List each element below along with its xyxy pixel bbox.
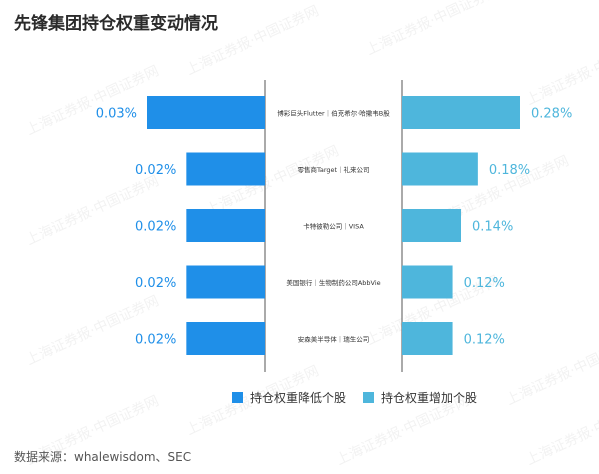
bar-decrease xyxy=(186,265,265,299)
bar-decrease xyxy=(186,322,265,355)
value-label-increase: 0.18% xyxy=(489,163,530,178)
legend-item-decrease: 持仓权重降低个股 xyxy=(232,389,346,406)
category-label: 美国银行｜生物制药公司AbbVie xyxy=(286,278,380,287)
bar-increase xyxy=(402,96,520,129)
value-label-decrease: 0.02% xyxy=(135,163,176,178)
bar-increase xyxy=(402,322,453,355)
value-label-decrease: 0.02% xyxy=(135,220,176,235)
chart-legend: 持仓权重降低个股 持仓权重增加个股 xyxy=(0,389,599,409)
value-label-increase: 0.12% xyxy=(464,276,505,291)
legend-swatch-increase xyxy=(363,392,374,403)
butterfly-bar-chart: 0.03% 0.28% 博彩巨头Flutter｜伯克希尔·哈撒韦B股 0.02% 0.1… xyxy=(96,80,572,372)
bar-increase xyxy=(402,265,453,299)
value-label-increase: 0.28% xyxy=(531,107,572,122)
legend-swatch-decrease xyxy=(232,392,243,403)
legend-label-decrease: 持仓权重降低个股 xyxy=(250,391,347,405)
bar-decrease xyxy=(186,209,265,242)
category-label: 博彩巨头Flutter｜伯克希尔·哈撒韦B股 xyxy=(277,109,390,118)
value-label-decrease: 0.02% xyxy=(135,333,176,348)
bar-increase xyxy=(402,209,461,242)
category-label: 安森美半导体｜瑞生公司 xyxy=(298,335,370,344)
chart-title: 先锋集团持仓权重变动情况 xyxy=(14,14,218,34)
value-label-increase: 0.12% xyxy=(464,333,505,348)
category-label: 卡特彼勒公司｜VISA xyxy=(303,222,364,231)
value-label-increase: 0.14% xyxy=(472,220,513,235)
bar-decrease xyxy=(147,96,265,129)
value-label-decrease: 0.03% xyxy=(96,107,137,122)
bar-increase xyxy=(402,152,478,186)
legend-item-increase: 持仓权重增加个股 xyxy=(363,389,477,406)
data-source-note: 数据来源：whalewisdom、SEC xyxy=(14,450,192,464)
value-label-decrease: 0.02% xyxy=(135,276,176,291)
bar-decrease xyxy=(186,152,265,186)
category-label: 零售商Target｜礼来公司 xyxy=(297,165,369,174)
legend-label-increase: 持仓权重增加个股 xyxy=(381,391,478,405)
